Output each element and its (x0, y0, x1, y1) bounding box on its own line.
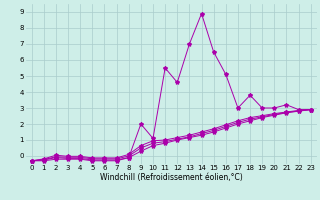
X-axis label: Windchill (Refroidissement éolien,°C): Windchill (Refroidissement éolien,°C) (100, 173, 243, 182)
